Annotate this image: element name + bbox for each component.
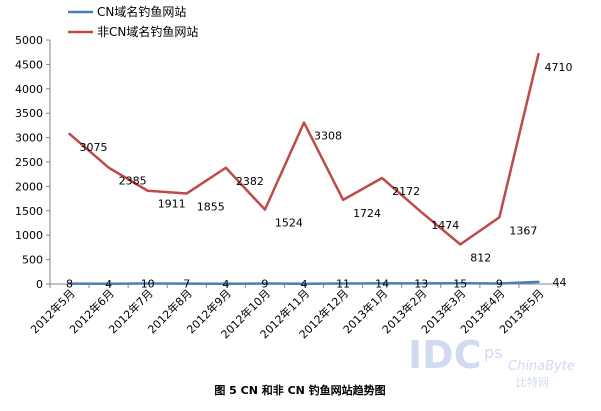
legend-label-1: CN域名钓鱼网站 <box>97 4 186 19</box>
y-tick-label: 3500 <box>15 107 43 120</box>
data-label-cn: 8 <box>66 278 73 291</box>
y-tick-label: 2500 <box>15 156 43 169</box>
data-label-cn: 4 <box>105 278 112 291</box>
watermark-logo-sup: ps <box>484 343 503 362</box>
y-axis-ticks: 0 500 1000 1500 2000 2500 3000 3500 4000 4500 5000 <box>15 34 50 291</box>
data-label-non-cn: 1911 <box>158 198 186 211</box>
data-label-cn: 9 <box>496 278 503 291</box>
figure-caption: 图 5 CN 和非 CN 钓鱼网站趋势图 <box>214 383 385 397</box>
y-tick-label: 5000 <box>15 34 43 47</box>
data-label-cn: 13 <box>414 277 428 290</box>
y-tick-label: 3000 <box>15 132 43 145</box>
data-label-non-cn: 1524 <box>275 217 303 230</box>
data-label-non-cn: 2385 <box>119 175 147 188</box>
data-label-cn: 44 <box>552 276 566 289</box>
data-label-non-cn: 3308 <box>314 130 342 143</box>
watermark-logo: IDC <box>408 333 482 377</box>
y-tick-label: 4000 <box>15 83 43 96</box>
data-label-cn: 14 <box>375 277 389 290</box>
data-label-cn: 4 <box>222 278 229 291</box>
y-tick-label: 0 <box>36 278 43 291</box>
y-tick-label: 1000 <box>15 229 43 242</box>
y-tick-label: 500 <box>22 254 43 267</box>
y-tick-label: 2000 <box>15 180 43 193</box>
data-label-cn: 7 <box>183 278 190 291</box>
data-label-non-cn: 3075 <box>80 141 108 154</box>
data-label-non-cn: 4710 <box>544 61 572 74</box>
data-label-non-cn: 812 <box>470 251 491 264</box>
data-label-non-cn: 2382 <box>236 175 264 188</box>
data-label-non-cn: 1724 <box>353 207 381 220</box>
data-label-non-cn: 1855 <box>197 200 225 213</box>
data-label-non-cn: 1367 <box>509 224 537 237</box>
data-label-cn: 9 <box>261 278 268 291</box>
data-label-cn: 4 <box>301 278 308 291</box>
watermark-site-cn: 比特网 <box>516 375 549 389</box>
watermark-site: ChinaByte <box>508 359 575 374</box>
data-label-cn: 11 <box>336 277 350 290</box>
legend-label-2: 非CN域名钓鱼网站 <box>97 24 198 39</box>
data-label-non-cn: 1474 <box>431 219 459 232</box>
series-line-1 <box>68 280 540 286</box>
data-label-cn: 15 <box>453 277 467 290</box>
axes <box>49 40 558 285</box>
data-label-non-cn: 2172 <box>392 185 420 198</box>
y-tick-label: 1500 <box>15 205 43 218</box>
y-tick-label: 4500 <box>15 58 43 71</box>
data-labels: 8 4 10 7 4 9 4 11 14 13 15 9 44 3075 2385 1911 1855 2382 1… <box>66 61 572 291</box>
series-layer <box>68 52 540 286</box>
series-line-2 <box>68 52 540 246</box>
data-label-cn: 10 <box>141 278 155 291</box>
watermark: IDC ps ChinaByte 比特网 <box>408 333 575 389</box>
